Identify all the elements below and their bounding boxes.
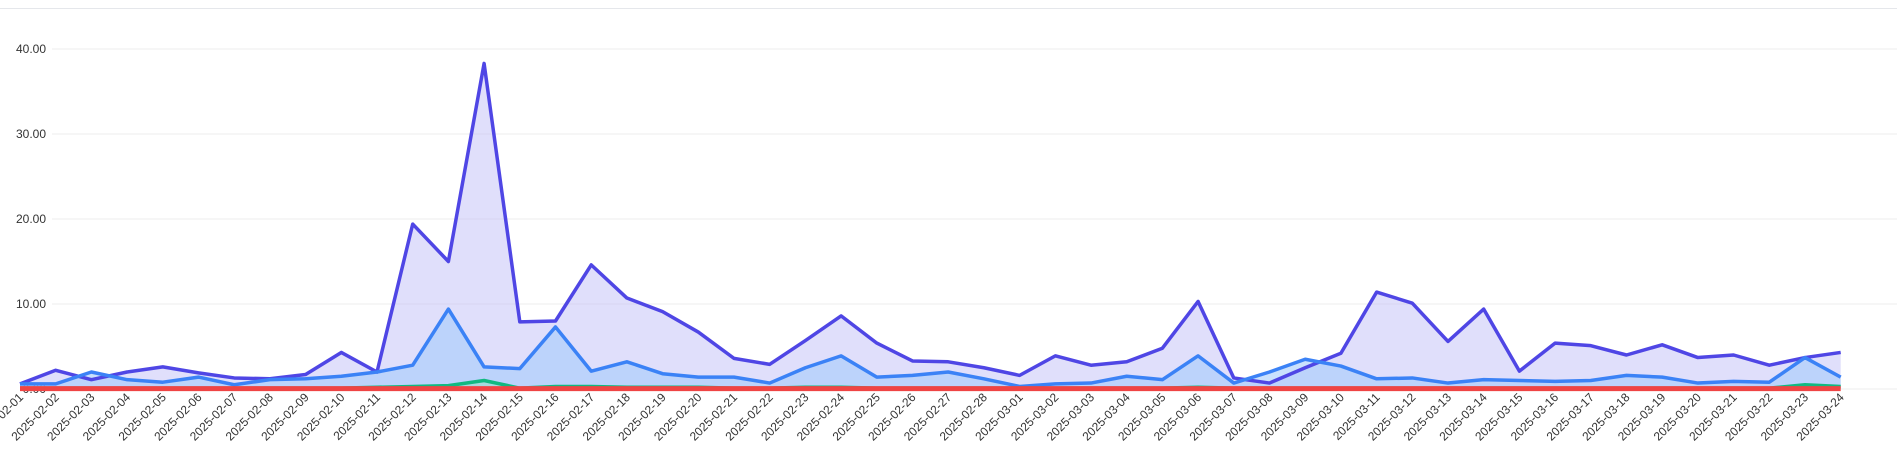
series-lines — [20, 63, 1841, 388]
y-tick-label: 20.00 — [16, 212, 46, 226]
series-1-area — [20, 63, 1841, 389]
y-tick-label: 10.00 — [16, 297, 46, 311]
y-tick-label: 40.00 — [16, 42, 46, 56]
series-areas — [20, 63, 1841, 389]
grid-lines — [52, 49, 1897, 389]
series-1-line[interactable] — [20, 63, 1841, 383]
y-tick-label: 30.00 — [16, 127, 46, 141]
x-axis: 2025-02-012025-02-022025-02-032025-02-04… — [0, 390, 1847, 444]
